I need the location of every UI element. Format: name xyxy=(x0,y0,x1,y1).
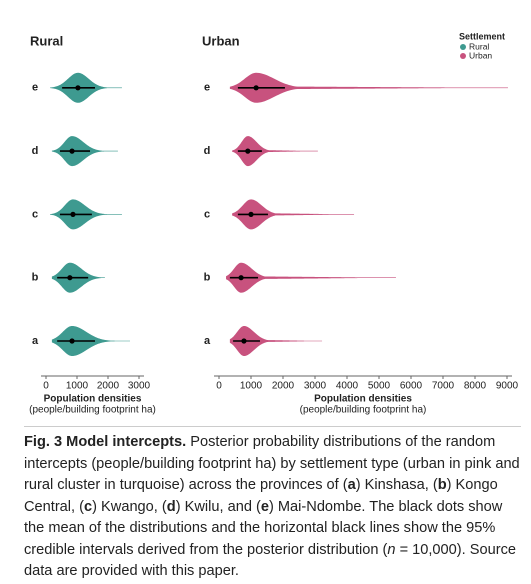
mean-dot xyxy=(253,85,259,91)
legend-swatch xyxy=(460,53,466,59)
caption-run: ) Kwango, ( xyxy=(92,498,167,515)
row-label: e xyxy=(204,82,210,94)
x-tick-label: 0 xyxy=(216,381,222,392)
x-axis-sublabel: (people/building footprint ha) xyxy=(29,405,156,416)
legend-label: Rural xyxy=(469,41,489,51)
mean-dot xyxy=(245,148,251,154)
caption-run: n xyxy=(387,541,396,558)
panel-title: Rural xyxy=(30,33,63,48)
mean-dot xyxy=(69,148,75,154)
row-label: d xyxy=(32,145,39,157)
x-axis-label: Population densities xyxy=(44,394,142,405)
x-tick-label: 3000 xyxy=(304,381,327,392)
x-tick-label: 7000 xyxy=(432,381,455,392)
row-label: c xyxy=(204,208,210,220)
violin xyxy=(232,199,355,230)
caption: Fig. 3 Model intercepts. Posterior proba… xyxy=(24,432,524,583)
violin xyxy=(229,326,323,356)
caption-run: b xyxy=(437,477,447,493)
mean-dot xyxy=(248,211,254,217)
caption-run: ) Kwilu, and ( xyxy=(175,498,261,515)
caption-run: e xyxy=(260,498,269,515)
mean-dot xyxy=(238,275,244,281)
caption-run: a xyxy=(347,477,356,493)
x-tick-label: 2000 xyxy=(272,381,295,392)
caption-run: Fig. 3 Model intercepts. xyxy=(24,434,187,450)
row-label: b xyxy=(32,272,39,284)
caption-run: Posterior probability distributions of t… xyxy=(24,434,520,493)
row-label: c xyxy=(32,208,38,220)
x-tick-label: 9000 xyxy=(496,381,519,392)
x-axis-label: Population densities xyxy=(314,394,412,405)
mean-dot xyxy=(241,338,247,344)
mean-dot xyxy=(67,275,73,281)
separator xyxy=(24,426,521,427)
caption-run: d xyxy=(166,498,176,515)
row-label: d xyxy=(204,145,211,157)
caption-run: = 10,000). Source data are provided with… xyxy=(24,541,516,580)
row-label: a xyxy=(32,335,39,347)
mean-dot xyxy=(69,338,75,344)
legend-label: Urban xyxy=(469,50,492,60)
violin xyxy=(229,72,508,103)
x-tick-label: 1000 xyxy=(66,381,89,392)
x-tick-label: 3000 xyxy=(128,381,151,392)
x-tick-label: 8000 xyxy=(464,381,487,392)
caption-run: c xyxy=(84,498,93,515)
x-tick-label: 6000 xyxy=(400,381,423,392)
caption-run: ) Kinshasa, ( xyxy=(355,477,438,493)
x-tick-label: 0 xyxy=(43,381,49,392)
x-tick-label: 4000 xyxy=(336,381,359,392)
mean-dot xyxy=(70,211,76,217)
violin xyxy=(232,136,318,167)
caption-run: ) Mai-Ndombe. The black dots show the me… xyxy=(24,498,503,558)
row-label: a xyxy=(204,335,211,347)
mean-dot xyxy=(75,85,81,91)
violin xyxy=(226,262,396,293)
x-tick-label: 5000 xyxy=(368,381,391,392)
caption-run: ) Kongo Central, ( xyxy=(24,477,498,515)
panel-title: Urban xyxy=(202,33,240,48)
legend-swatch xyxy=(460,44,466,50)
row-label: b xyxy=(204,272,211,284)
row-label: e xyxy=(32,82,38,94)
x-tick-label: 2000 xyxy=(97,381,120,392)
x-tick-label: 1000 xyxy=(240,381,263,392)
x-axis-sublabel: (people/building footprint ha) xyxy=(300,405,427,416)
legend-title: Settlement xyxy=(459,31,505,41)
